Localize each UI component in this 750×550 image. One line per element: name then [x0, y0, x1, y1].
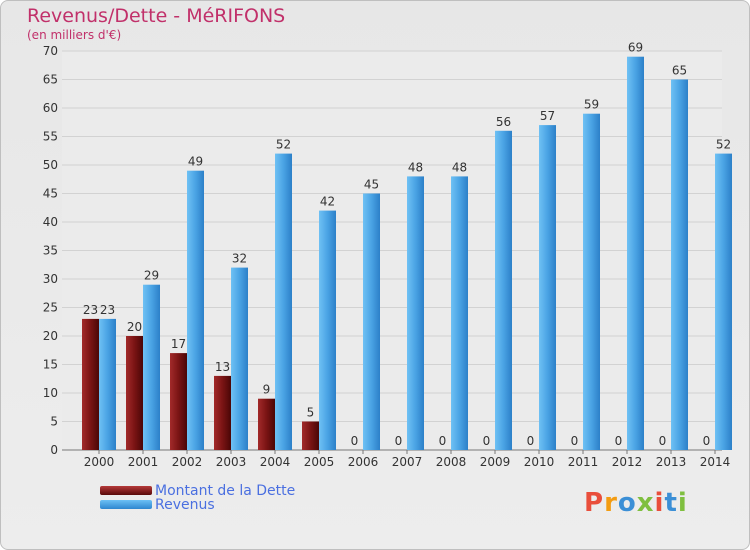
x-tick-label: 2005 — [304, 455, 335, 469]
y-tick-label: 0 — [50, 443, 58, 457]
data-label-revenus: 69 — [628, 41, 643, 55]
bar-revenus — [451, 176, 468, 450]
data-label-revenus: 32 — [232, 252, 247, 266]
bar-dette — [302, 421, 319, 450]
logo-letter: P — [584, 488, 605, 518]
proxiti-logo: Proxiti — [584, 488, 688, 518]
data-label-dette: 0 — [659, 434, 667, 448]
bar-dette — [126, 336, 143, 450]
x-tick-label: 2003 — [216, 455, 247, 469]
bar-dette — [258, 398, 275, 450]
data-label-dette: 23 — [83, 303, 98, 317]
logo-letter: i — [654, 488, 665, 518]
y-tick-label: 45 — [43, 187, 58, 201]
bar-revenus — [187, 170, 204, 450]
bar-revenus — [407, 176, 424, 450]
x-tick-label: 2007 — [392, 455, 423, 469]
x-tick-label: 2002 — [172, 455, 203, 469]
x-tick-label: 2014 — [700, 455, 731, 469]
legend-label-debt: Montant de la Dette — [155, 483, 296, 499]
data-label-dette: 0 — [571, 434, 579, 448]
data-label-dette: 13 — [215, 360, 230, 374]
y-tick-label: 50 — [43, 158, 58, 172]
legend-swatch-debt — [100, 486, 152, 495]
data-label-dette: 9 — [263, 383, 271, 397]
data-label-revenus: 48 — [452, 160, 467, 174]
logo-letter: t — [664, 488, 678, 518]
logo-letter: o — [617, 488, 637, 518]
data-label-revenus: 45 — [364, 178, 379, 192]
x-tick-label: 2004 — [260, 455, 291, 469]
data-label-dette: 0 — [483, 434, 491, 448]
y-tick-label: 20 — [43, 329, 58, 343]
y-tick-label: 30 — [43, 272, 58, 286]
data-label-revenus: 65 — [672, 64, 687, 78]
data-label-revenus: 52 — [716, 138, 731, 152]
bar-dette — [82, 318, 99, 450]
chart-subtitle: (en milliers d'€) — [27, 28, 122, 42]
y-tick-label: 55 — [43, 130, 58, 144]
bar-revenus — [231, 267, 248, 450]
data-label-revenus: 42 — [320, 195, 335, 209]
bar-revenus — [715, 153, 732, 450]
data-label-revenus: 52 — [276, 138, 291, 152]
x-tick-label: 2010 — [524, 455, 555, 469]
x-tick-label: 2012 — [612, 455, 643, 469]
chart-title: Revenus/Dette - MéRIFONS — [27, 5, 286, 27]
data-label-dette: 0 — [439, 434, 447, 448]
bar-revenus — [583, 113, 600, 450]
data-label-dette: 0 — [527, 434, 535, 448]
y-tick-label: 40 — [43, 215, 58, 229]
data-label-dette: 0 — [395, 434, 403, 448]
x-tick-label: 2011 — [568, 455, 599, 469]
y-tick-label: 25 — [43, 301, 58, 315]
data-label-dette: 0 — [703, 434, 711, 448]
x-tick-label: 2001 — [128, 455, 159, 469]
bar-revenus — [319, 210, 336, 450]
data-label-revenus: 49 — [188, 155, 203, 169]
data-label-revenus: 57 — [540, 109, 555, 123]
data-label-revenus: 59 — [584, 98, 599, 112]
bar-dette — [170, 353, 187, 450]
data-label-revenus: 23 — [100, 303, 115, 317]
data-label-dette: 17 — [171, 337, 186, 351]
x-tick-label: 2000 — [84, 455, 115, 469]
bar-revenus — [363, 193, 380, 450]
x-tick-label: 2008 — [436, 455, 467, 469]
bar-revenus — [275, 153, 292, 450]
legend-swatch-revenue — [100, 500, 152, 509]
data-label-revenus: 56 — [496, 115, 511, 129]
x-tick-label: 2009 — [480, 455, 511, 469]
data-label-dette: 5 — [307, 406, 315, 420]
logo-letter: r — [604, 488, 618, 518]
data-label-dette: 20 — [127, 320, 142, 334]
bar-revenus — [143, 284, 160, 450]
bar-revenus — [671, 79, 688, 450]
bar-revenus — [99, 318, 116, 450]
data-label-revenus: 48 — [408, 160, 423, 174]
legend-label-revenue: Revenus — [155, 497, 215, 513]
x-tick-label: 2006 — [348, 455, 379, 469]
data-label-dette: 0 — [351, 434, 359, 448]
y-tick-label: 70 — [43, 44, 58, 58]
data-label-revenus: 29 — [144, 269, 159, 283]
bar-dette — [214, 375, 231, 450]
y-tick-label: 35 — [43, 244, 58, 258]
bar-revenus — [539, 125, 556, 450]
logo-letter: i — [677, 488, 688, 518]
data-label-dette: 0 — [615, 434, 623, 448]
y-tick-label: 10 — [43, 386, 58, 400]
y-tick-label: 65 — [43, 73, 58, 87]
y-tick-label: 5 — [50, 415, 58, 429]
y-tick-label: 60 — [43, 101, 58, 115]
bar-revenus — [495, 130, 512, 451]
logo-letter: x — [636, 488, 655, 518]
y-tick-label: 15 — [43, 358, 58, 372]
bar-revenus — [627, 56, 644, 450]
x-tick-label: 2013 — [656, 455, 687, 469]
